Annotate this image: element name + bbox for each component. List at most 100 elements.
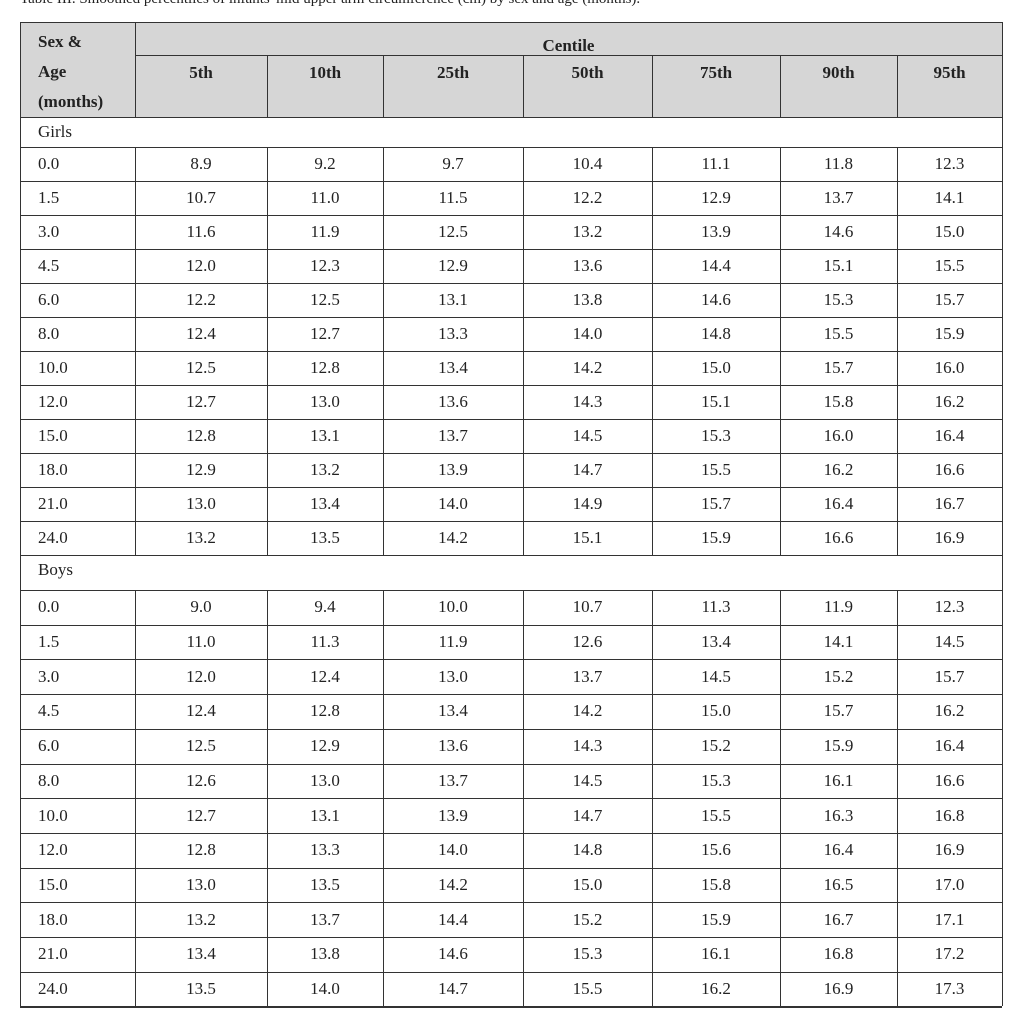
value-cell: 15.3 — [823, 290, 854, 309]
row-rule — [20, 798, 1002, 800]
value-cell: 13.9 — [438, 805, 468, 825]
value-cell: 13.5 — [186, 979, 216, 999]
value-cell: 12.7 — [186, 805, 216, 825]
value-cell: 16.2 — [934, 392, 965, 411]
value-cell: 14.2 — [438, 874, 468, 894]
column-divider — [135, 590, 136, 1007]
value-cell: 12.0 — [186, 256, 216, 275]
value-cell: 13.4 — [438, 701, 468, 721]
value-cell: 16.6 — [934, 460, 965, 479]
header-rule — [135, 55, 1002, 56]
value-cell: 15.5 — [701, 460, 731, 479]
value-cell: 14.0 — [438, 494, 468, 513]
age-cell: 24.0 — [38, 979, 68, 999]
value-cell: 15.2 — [823, 666, 854, 686]
value-cell: 12.4 — [186, 324, 216, 343]
value-cell: 16.9 — [934, 840, 965, 860]
value-cell: 12.2 — [186, 290, 216, 309]
value-cell: 13.7 — [572, 666, 603, 686]
value-cell: 15.0 — [701, 701, 731, 721]
age-cell: 10.0 — [38, 358, 68, 377]
column-header: 25th — [436, 63, 470, 82]
header-divider — [267, 55, 268, 117]
value-cell: 14.7 — [572, 805, 603, 825]
column-divider — [267, 590, 268, 1007]
age-cell: 0.0 — [38, 597, 60, 617]
age-cell: 3.0 — [38, 222, 60, 241]
value-cell: 12.5 — [186, 736, 216, 756]
value-cell: 14.5 — [572, 770, 603, 790]
value-cell: 15.7 — [934, 290, 965, 309]
value-cell: 11.9 — [823, 597, 854, 617]
value-cell: 13.9 — [438, 460, 468, 479]
value-cell: 16.4 — [823, 494, 854, 513]
column-header: 50th — [571, 63, 604, 82]
age-cell: 18.0 — [38, 909, 68, 929]
value-cell: 16.3 — [823, 805, 854, 825]
age-cell: 15.0 — [38, 426, 68, 445]
value-cell: 15.6 — [701, 840, 731, 860]
value-cell: 13.0 — [438, 666, 468, 686]
value-cell: 13.6 — [438, 736, 468, 756]
row-rule — [20, 555, 1002, 556]
row-rule — [20, 419, 1002, 420]
value-cell: 13.2 — [310, 460, 340, 479]
value-cell: 13.8 — [572, 290, 603, 309]
value-cell: 13.0 — [186, 494, 216, 513]
age-cell: 1.5 — [38, 632, 60, 652]
value-cell: 13.4 — [310, 494, 340, 513]
value-cell: 15.0 — [701, 358, 731, 377]
age-cell: 12.0 — [38, 840, 68, 860]
value-cell: 15.3 — [701, 426, 731, 445]
value-cell: 16.7 — [823, 909, 854, 929]
value-cell: 12.8 — [186, 840, 216, 860]
value-cell: 17.0 — [934, 874, 965, 894]
value-cell: 11.5 — [438, 188, 468, 207]
value-cell: 15.9 — [934, 324, 965, 343]
value-cell: 13.7 — [823, 188, 854, 207]
value-cell: 12.8 — [310, 358, 340, 377]
value-cell: 12.4 — [310, 666, 340, 686]
header-bg — [20, 22, 1002, 117]
value-cell: 15.0 — [572, 874, 603, 894]
age-cell: 3.0 — [38, 666, 60, 686]
value-cell: 11.3 — [310, 632, 340, 652]
caption: Table III. Smoothed percentiles of infan… — [20, 0, 640, 8]
row-rule — [20, 659, 1002, 661]
value-cell: 15.9 — [701, 909, 731, 929]
value-cell: 17.2 — [934, 944, 965, 964]
column-divider — [780, 590, 781, 1007]
value-cell: 12.8 — [310, 701, 340, 721]
value-cell: 14.8 — [572, 840, 603, 860]
value-cell: 16.8 — [823, 944, 854, 964]
value-cell: 16.6 — [934, 770, 965, 790]
row-rule — [20, 902, 1002, 904]
value-cell: 16.1 — [823, 770, 854, 790]
value-cell: 12.3 — [310, 256, 340, 275]
value-cell: 11.9 — [310, 222, 340, 241]
age-cell: 6.0 — [38, 290, 60, 309]
age-cell: 4.5 — [38, 701, 60, 721]
row-rule — [20, 521, 1002, 522]
value-cell: 12.4 — [186, 701, 216, 721]
header-divider — [523, 55, 524, 117]
row-rule — [20, 971, 1002, 973]
header-divider — [897, 55, 898, 117]
value-cell: 13.0 — [310, 770, 340, 790]
value-cell: 15.9 — [701, 528, 731, 547]
value-cell: 13.6 — [438, 392, 468, 411]
section-label: Boys — [38, 560, 73, 579]
row-label-header: Sex & Age (months) — [38, 32, 133, 112]
column-divider — [897, 147, 898, 555]
value-cell: 16.1 — [701, 944, 731, 964]
value-cell: 14.6 — [701, 290, 731, 309]
value-cell: 13.7 — [438, 770, 468, 790]
value-cell: 14.2 — [438, 528, 468, 547]
age-cell: 4.5 — [38, 256, 60, 275]
row-rule — [20, 249, 1002, 250]
age-cell: 24.0 — [38, 528, 68, 547]
value-cell: 16.2 — [823, 460, 854, 479]
age-cell: 6.0 — [38, 736, 60, 756]
value-cell: 14.8 — [701, 324, 731, 343]
